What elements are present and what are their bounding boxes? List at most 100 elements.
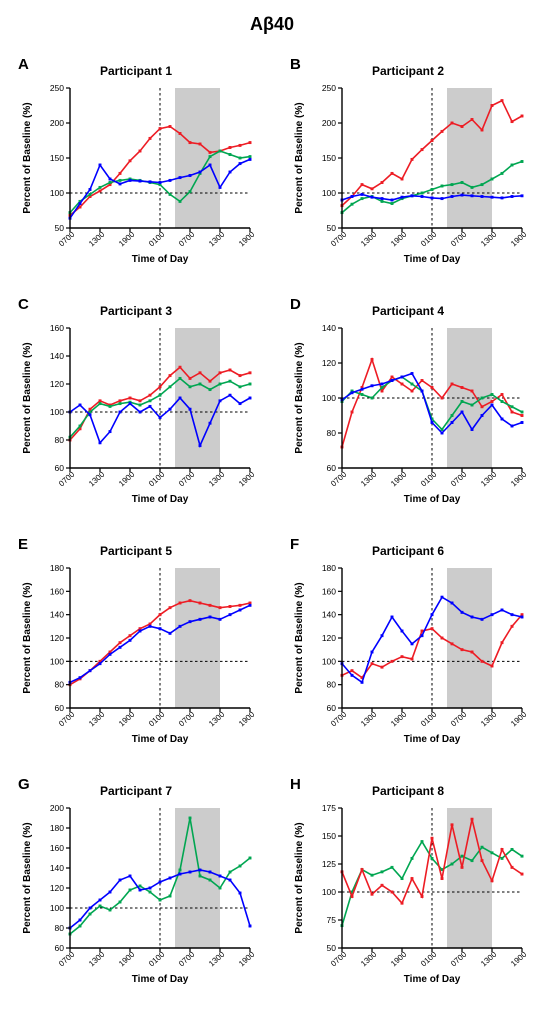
series-marker-blue (209, 422, 211, 424)
series-marker-red (471, 118, 473, 120)
series-marker-blue (421, 195, 423, 197)
series-marker-red (229, 369, 231, 371)
series-marker-blue (169, 179, 171, 181)
series-marker-red (451, 122, 453, 124)
series-marker-red (431, 627, 433, 629)
y-axis-label: Percent of Baseline (%) (294, 568, 308, 708)
series-marker-green (491, 178, 493, 180)
series-marker-red (239, 144, 241, 146)
series-marker-blue (179, 873, 181, 875)
series-marker-red (199, 602, 201, 604)
series-marker-blue (381, 634, 383, 636)
y-axis-label: Percent of Baseline (%) (22, 328, 36, 468)
series-marker-red (169, 125, 171, 127)
series-marker-blue (361, 193, 363, 195)
y-tick-label: 200 (50, 118, 64, 128)
series-marker-blue (129, 639, 131, 641)
series-marker-blue (79, 202, 81, 204)
series-marker-green (441, 428, 443, 430)
chart-svg: 6080100120140160180200070013001900010007… (70, 808, 250, 948)
y-tick-label: 60 (55, 943, 65, 953)
series-marker-red (361, 183, 363, 185)
series-marker-blue (89, 907, 91, 909)
series-marker-red (209, 151, 211, 153)
y-tick-label: 120 (50, 379, 64, 389)
series-marker-green (491, 852, 493, 854)
plot-area: 6080100120140160180070013001900010007001… (342, 568, 522, 708)
series-marker-green (169, 193, 171, 195)
y-tick-label: 60 (327, 463, 337, 473)
figure-page: Aβ40 AParticipant 1Percent of Baseline (… (0, 0, 544, 1017)
series-marker-blue (199, 171, 201, 173)
series-marker-red (189, 377, 191, 379)
x-tick-label: 1300 (479, 229, 499, 248)
series-marker-blue (391, 616, 393, 618)
y-tick-label: 160 (50, 323, 64, 333)
series-marker-red (471, 390, 473, 392)
series-marker-blue (149, 405, 151, 407)
sleep-shade (175, 328, 220, 468)
series-marker-red (99, 400, 101, 402)
series-marker-red (431, 837, 433, 839)
series-marker-red (119, 400, 121, 402)
series-marker-blue (501, 609, 503, 611)
series-marker-red (179, 366, 181, 368)
series-marker-green (471, 404, 473, 406)
x-tick-label: 0700 (449, 469, 469, 488)
x-tick-label: 0700 (449, 229, 469, 248)
series-marker-green (109, 181, 111, 183)
x-tick-label: 1900 (389, 229, 409, 248)
plot-area: 5010015020025007001300190001000700130019… (70, 88, 250, 228)
series-marker-red (521, 414, 523, 416)
series-marker-blue (239, 892, 241, 894)
series-marker-blue (511, 195, 513, 197)
series-marker-red (411, 158, 413, 160)
series-marker-red (99, 190, 101, 192)
chart-svg: 6080100120140160180070013001900010007001… (342, 568, 522, 708)
y-tick-label: 80 (55, 923, 65, 933)
series-marker-green (169, 895, 171, 897)
series-marker-blue (491, 196, 493, 198)
series-marker-red (521, 115, 523, 117)
series-marker-red (209, 604, 211, 606)
series-marker-blue (189, 408, 191, 410)
series-marker-green (401, 877, 403, 879)
series-marker-green (381, 200, 383, 202)
x-tick-label: 0100 (419, 709, 439, 728)
series-marker-green (521, 855, 523, 857)
series-line-red (342, 819, 522, 903)
series-marker-blue (129, 402, 131, 404)
y-tick-label: 120 (322, 358, 336, 368)
y-tick-label: 100 (322, 188, 336, 198)
y-tick-label: 125 (322, 859, 336, 869)
series-marker-blue (139, 180, 141, 182)
panel-c: CParticipant 3Percent of Baseline (%)Tim… (0, 290, 272, 530)
series-marker-red (249, 602, 251, 604)
x-tick-label: 0700 (177, 709, 197, 728)
series-marker-green (99, 905, 101, 907)
x-axis-label: Time of Day (70, 974, 250, 985)
series-marker-blue (169, 632, 171, 634)
series-marker-blue (169, 408, 171, 410)
panel-g: GParticipant 7Percent of Baseline (%)Tim… (0, 770, 272, 1010)
x-tick-label: 1300 (359, 469, 379, 488)
x-tick-label: 1900 (117, 469, 137, 488)
series-marker-blue (471, 428, 473, 430)
series-marker-blue (431, 613, 433, 615)
series-marker-blue (139, 889, 141, 891)
x-tick-label: 1300 (87, 709, 107, 728)
y-tick-label: 180 (50, 563, 64, 573)
series-marker-red (401, 383, 403, 385)
x-tick-label: 1900 (509, 709, 529, 728)
series-marker-green (129, 889, 131, 891)
y-axis-label: Percent of Baseline (%) (22, 568, 36, 708)
series-marker-red (441, 637, 443, 639)
plot-area: 6080100120140160070013001900010007001300… (70, 328, 250, 468)
series-marker-green (139, 885, 141, 887)
series-marker-red (461, 386, 463, 388)
series-marker-blue (431, 197, 433, 199)
x-axis-label: Time of Day (342, 734, 522, 745)
y-tick-label: 100 (322, 393, 336, 403)
series-marker-blue (481, 195, 483, 197)
series-marker-blue (189, 174, 191, 176)
